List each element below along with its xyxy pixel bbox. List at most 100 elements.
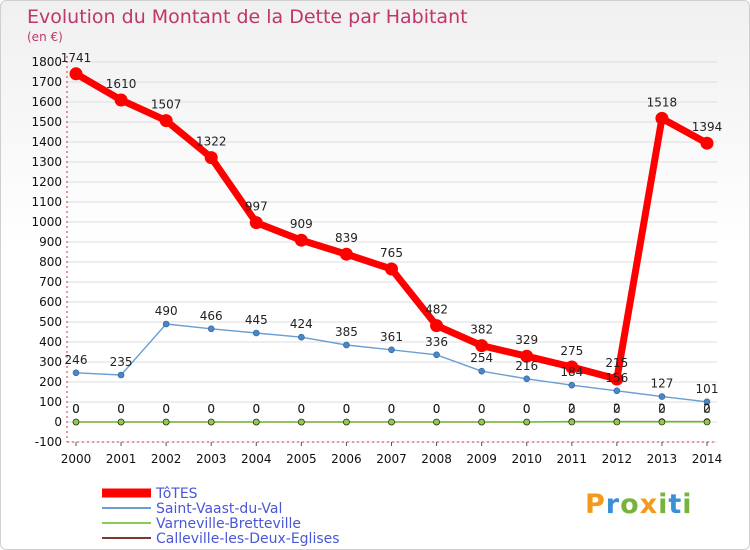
data-point bbox=[520, 349, 534, 363]
y-tick-label: 1600 bbox=[31, 95, 62, 109]
data-label: 0 bbox=[703, 402, 711, 416]
data-label: 424 bbox=[290, 317, 313, 331]
data-point bbox=[207, 325, 215, 333]
logo-letter: o bbox=[620, 489, 640, 520]
data-point bbox=[388, 346, 395, 354]
data-label: 0 bbox=[298, 402, 306, 416]
data-label: 329 bbox=[515, 333, 538, 347]
data-label: 765 bbox=[380, 246, 403, 260]
x-tick-label: 2009 bbox=[466, 452, 497, 466]
y-tick-label: 1400 bbox=[31, 135, 62, 149]
logo-letter: t bbox=[668, 489, 683, 520]
y-tick-label: 1000 bbox=[31, 215, 62, 229]
data-point bbox=[658, 418, 666, 426]
data-label: 2 bbox=[613, 402, 621, 416]
data-point bbox=[565, 360, 579, 374]
x-tick-label: 2010 bbox=[511, 452, 542, 466]
x-tick-label: 2006 bbox=[331, 452, 362, 466]
data-label: 1394 bbox=[692, 120, 723, 134]
x-tick-label: 2011 bbox=[557, 452, 588, 466]
data-point bbox=[568, 381, 576, 389]
data-label: 0 bbox=[613, 402, 621, 416]
x-tick-label: 2008 bbox=[421, 452, 452, 466]
data-point bbox=[343, 418, 350, 426]
data-label: 0 bbox=[523, 402, 531, 416]
data-point bbox=[478, 418, 485, 426]
data-label: 156 bbox=[605, 371, 628, 385]
data-point bbox=[117, 371, 125, 379]
data-label: 0 bbox=[658, 402, 666, 416]
data-label: 382 bbox=[470, 323, 493, 337]
data-label: 0 bbox=[388, 402, 396, 416]
data-label: 0 bbox=[207, 402, 215, 416]
logo-letter: r bbox=[605, 489, 621, 520]
data-label: 0 bbox=[117, 402, 125, 416]
data-point bbox=[159, 114, 173, 128]
y-tick-label: 600 bbox=[39, 295, 62, 309]
data-point bbox=[162, 320, 170, 328]
series-layer bbox=[69, 67, 714, 426]
proxiti-logo: Proxiti bbox=[585, 489, 693, 520]
x-tick-label: 2003 bbox=[196, 452, 227, 466]
data-point bbox=[568, 418, 576, 426]
x-tick-label: 2000 bbox=[61, 452, 92, 466]
y-tick-label: 400 bbox=[39, 335, 62, 349]
data-point bbox=[204, 151, 218, 165]
data-label: 0 bbox=[568, 402, 576, 416]
data-label: 909 bbox=[290, 217, 313, 231]
data-label: 0 bbox=[117, 402, 125, 416]
logo-letter: i bbox=[658, 489, 669, 520]
data-labels-layer: 1741 1610 1507 1322 997 909 839 765 482 382 329 275… bbox=[61, 51, 723, 416]
data-label: 1322 bbox=[196, 135, 227, 149]
data-point bbox=[339, 247, 353, 261]
data-label: 482 bbox=[425, 303, 448, 317]
data-point bbox=[72, 418, 80, 426]
x-tick-label: 2012 bbox=[602, 452, 633, 466]
data-label: 385 bbox=[335, 325, 358, 339]
logo-letter: x bbox=[639, 489, 659, 520]
x-tick-label: 2014 bbox=[692, 452, 723, 466]
data-point bbox=[207, 418, 215, 426]
data-point bbox=[343, 341, 350, 349]
data-label: 0 bbox=[388, 402, 396, 416]
data-label: 0 bbox=[343, 402, 351, 416]
legend-label-2: Varneville-Bretteville bbox=[156, 516, 301, 532]
y-tick-label: 0 bbox=[54, 415, 62, 429]
axes-layer: -100010020030040050060070080090010001100… bbox=[31, 55, 722, 466]
y-tick-label: 900 bbox=[39, 235, 62, 249]
y-tick-label: 1200 bbox=[31, 175, 62, 189]
data-point bbox=[433, 351, 440, 359]
data-point bbox=[117, 418, 125, 426]
data-point bbox=[613, 387, 621, 395]
data-label: 0 bbox=[207, 402, 215, 416]
x-tick-label: 2002 bbox=[151, 452, 182, 466]
data-point bbox=[700, 136, 714, 150]
data-label: 2 bbox=[568, 402, 576, 416]
data-label: 127 bbox=[650, 377, 673, 391]
data-label: 0 bbox=[433, 402, 441, 416]
data-point bbox=[613, 418, 621, 426]
x-tick-label: 2004 bbox=[241, 452, 272, 466]
data-label: 0 bbox=[72, 402, 80, 416]
data-point bbox=[703, 418, 711, 426]
data-label: 215 bbox=[605, 356, 628, 370]
data-point bbox=[298, 333, 305, 341]
data-label: 0 bbox=[72, 402, 80, 416]
y-tick-label: 800 bbox=[39, 255, 62, 269]
logo-letter: P bbox=[585, 489, 606, 520]
data-label: 0 bbox=[162, 402, 170, 416]
data-point bbox=[478, 367, 485, 375]
data-point bbox=[430, 319, 444, 333]
data-label: 0 bbox=[298, 402, 306, 416]
y-tick-label: 100 bbox=[39, 395, 62, 409]
data-point bbox=[294, 233, 308, 247]
data-label: 2 bbox=[658, 402, 666, 416]
y-tick-label: 500 bbox=[39, 315, 62, 329]
data-label: 0 bbox=[478, 402, 486, 416]
data-point bbox=[475, 339, 489, 353]
data-label: 336 bbox=[425, 335, 448, 349]
data-label: 839 bbox=[335, 231, 358, 245]
data-label: 1507 bbox=[151, 98, 182, 112]
data-label: 490 bbox=[155, 304, 178, 318]
data-label: 1518 bbox=[647, 95, 678, 109]
